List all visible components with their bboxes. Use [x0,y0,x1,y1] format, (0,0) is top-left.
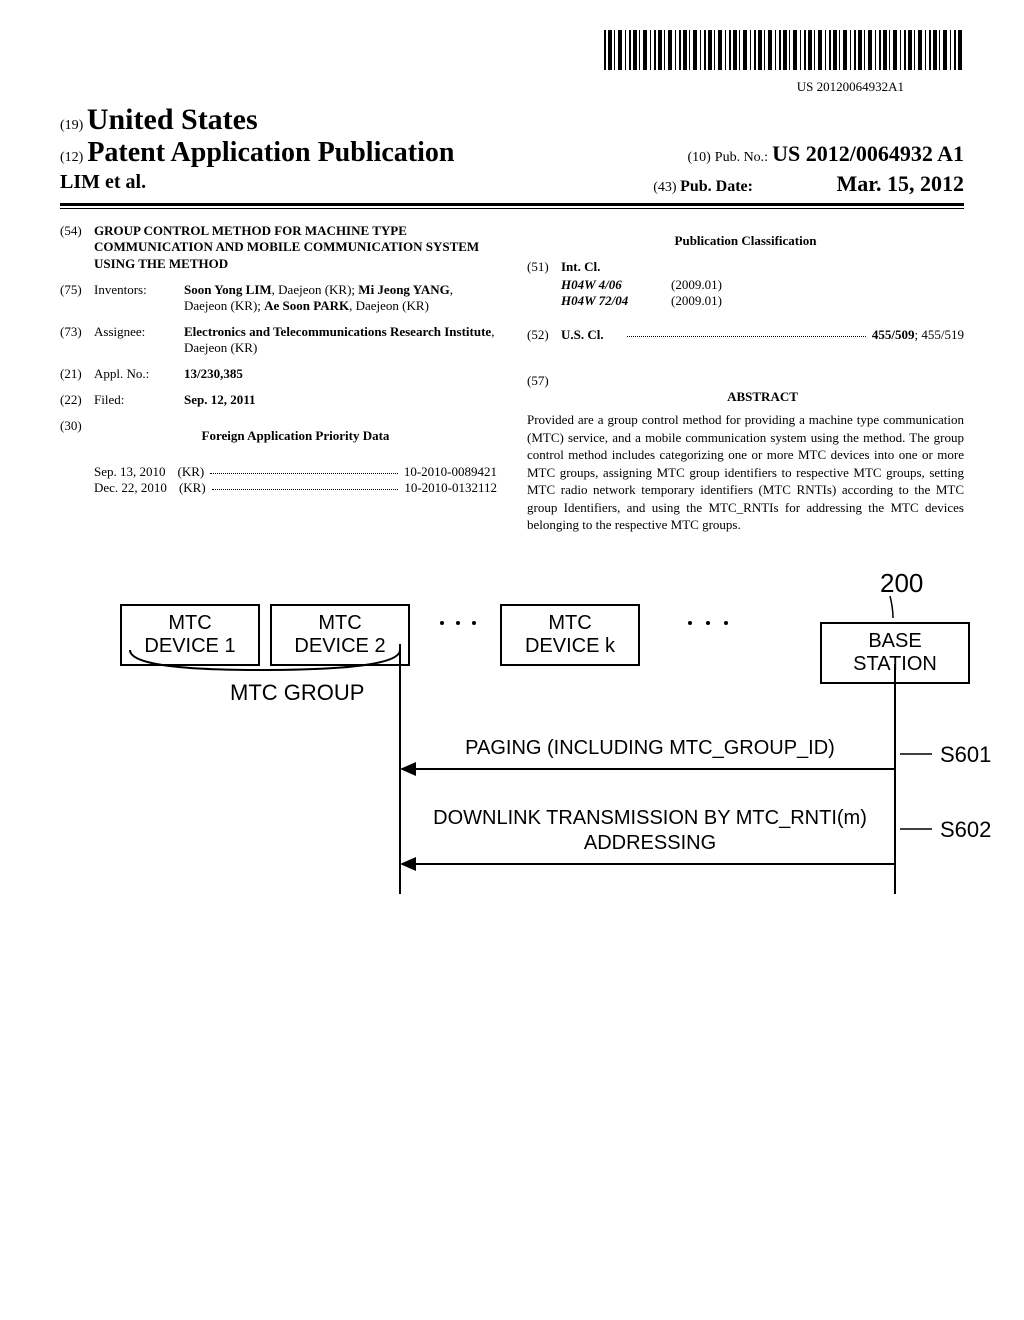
priority-cc: (KR) [179,480,206,496]
filed-body: Sep. 12, 2011 [184,392,497,408]
country-name: United States [87,103,258,136]
barcode-graphic [604,30,964,70]
uscl-main: 455/509 [872,327,915,343]
abstract-head: ABSTRACT [561,389,964,405]
dotfill [627,327,866,337]
priority-row: Sep. 13, 2010 (KR) 10-2010-0089421 [94,464,497,480]
appl-num: (21) [60,366,94,382]
barcode-block [60,30,964,75]
intcl-row: H04W 72/04 (2009.01) [561,293,964,309]
intcl-ver: (2009.01) [671,293,722,309]
uscl-label: U.S. Cl. [561,327,621,343]
pub-prefix: (12) [60,150,83,165]
abstract-num: (57) [527,373,561,411]
priority-num: 10-2010-0132112 [404,480,497,496]
header-rule-thin [60,208,964,209]
appl-body: 13/230,385 [184,366,497,382]
priority-date: Dec. 22, 2010 [94,480,167,496]
classification-head: Publication Classification [527,233,964,249]
header-rule-thick [60,203,964,206]
right-column: Publication Classification (51) Int. Cl.… [527,223,964,534]
intcl-code: H04W 72/04 [561,293,671,309]
uscl-secondary: ; 455/519 [915,327,964,343]
intcl-num: (51) [527,259,561,275]
pubdate-prefix: (43) [653,180,676,195]
assignee-num: (73) [60,324,94,356]
intcl-code: H04W 4/06 [561,277,671,293]
filed-num: (22) [60,392,94,408]
pubno-label: Pub. No.: [715,150,768,165]
priority-row: Dec. 22, 2010 (KR) 10-2010-0132112 [94,480,497,496]
figure-diagram: 200 MTC DEVICE 1 MTC DEVICE 2 MTC DEVICE… [60,574,964,934]
intcl-ver: (2009.01) [671,277,722,293]
inventors-body: Soon Yong LIM, Daejeon (KR); Mi Jeong YA… [184,282,497,314]
pubno-prefix: (10) [687,150,710,165]
title-num: (54) [60,223,94,272]
inventors-num: (75) [60,282,94,314]
authors: LIM et al. [60,171,146,197]
assignee-body: Electronics and Telecommunications Resea… [184,324,497,356]
filed-label: Filed: [94,392,184,408]
uscl-num: (52) [527,327,561,343]
pubdate-value: Mar. 15, 2012 [836,171,964,196]
country-prefix: (19) [60,118,83,133]
dotfill [210,464,398,474]
barcode-number: US 20120064932A1 [60,79,904,95]
publication-type: Patent Application Publication [87,137,454,168]
country-line: (19) United States [60,103,964,137]
pubno-value: US 2012/0064932 A1 [772,141,964,166]
priority-num: 10-2010-0089421 [404,464,497,480]
intcl-row: H04W 4/06 (2009.01) [561,277,964,293]
invention-title: GROUP CONTROL METHOD FOR MACHINE TYPE CO… [94,223,497,272]
figure-svg [60,574,964,934]
priority-cc: (KR) [178,464,205,480]
foreign-head: Foreign Application Priority Data [94,428,497,444]
priority-date: Sep. 13, 2010 [94,464,166,480]
abstract-body: Provided are a group control method for … [527,411,964,534]
assignee-label: Assignee: [94,324,184,356]
pubdate-label: Pub. Date: [680,178,753,195]
appl-label: Appl. No.: [94,366,184,382]
left-column: (54) GROUP CONTROL METHOD FOR MACHINE TY… [60,223,497,534]
inventors-label: Inventors: [94,282,184,314]
intcl-label: Int. Cl. [561,259,600,275]
dotfill [212,480,399,490]
foreign-num: (30) [60,418,94,454]
